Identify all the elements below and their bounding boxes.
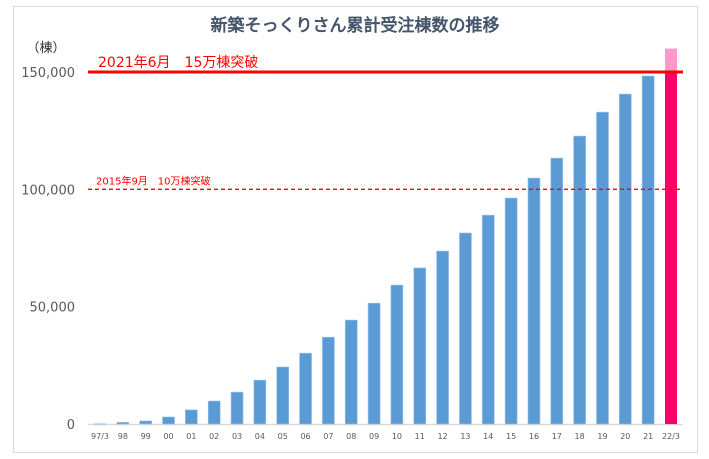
x-tick-label: 11 — [415, 432, 425, 441]
bar — [344, 319, 358, 425]
bar-highlight-excess — [665, 48, 677, 72]
x-tick-label: 03 — [232, 432, 242, 441]
bar — [322, 336, 335, 425]
bar — [390, 284, 404, 425]
x-tick-label: 05 — [278, 432, 288, 441]
bar — [230, 391, 244, 425]
x-tick-label: 99 — [141, 432, 151, 441]
x-tick-label: 18 — [575, 432, 585, 441]
x-tick-label: 98 — [118, 432, 128, 441]
x-tick-label: 17 — [552, 432, 562, 441]
x-tick-label: 04 — [255, 432, 265, 441]
milestone-label: 2021年6月 15万棟突破 — [98, 55, 258, 71]
bar — [527, 177, 541, 425]
x-tick-label: 16 — [529, 432, 539, 441]
x-tick-label: 19 — [597, 432, 607, 441]
bar — [641, 75, 655, 425]
x-tick-label: 12 — [438, 432, 448, 441]
bar — [619, 93, 632, 425]
bar — [276, 366, 290, 425]
y-tick-label: 50,000 — [30, 301, 76, 316]
bar — [116, 422, 130, 425]
bar — [93, 423, 107, 425]
x-tick-label: 97/3 — [91, 432, 109, 441]
x-tick-label: 15 — [506, 432, 516, 441]
x-tick-label: 13 — [460, 432, 470, 441]
x-tick-label: 07 — [323, 432, 333, 441]
x-tick-label: 09 — [369, 432, 379, 441]
bar — [573, 135, 586, 425]
x-tick-label: 20 — [620, 432, 630, 441]
bar — [550, 157, 564, 425]
bar — [299, 352, 312, 425]
x-tick-label: 22/3 — [662, 432, 680, 441]
bar — [481, 214, 495, 425]
x-tick-label: 01 — [186, 432, 196, 441]
bar — [413, 267, 427, 425]
x-tick-label: 06 — [300, 432, 310, 441]
milestone-label: 2015年9月 10万棟突破 — [96, 174, 211, 187]
bar — [162, 416, 175, 425]
y-tick-label: 100,000 — [21, 183, 75, 198]
x-tick-label: 10 — [392, 432, 402, 441]
x-tick-label: 00 — [163, 432, 173, 441]
bar-highlight — [665, 72, 677, 424]
y-tick-label: 0 — [67, 418, 75, 433]
bar — [459, 232, 472, 425]
bar — [596, 111, 609, 425]
x-tick-label: 08 — [346, 432, 356, 441]
bar — [504, 197, 518, 425]
bar — [185, 409, 198, 425]
x-tick-label: 14 — [483, 432, 493, 441]
x-tick-label: 21 — [643, 432, 653, 441]
y-tick-label: 150,000 — [21, 66, 75, 81]
bar — [367, 302, 381, 425]
y-axis-label: （棟） — [26, 41, 65, 56]
bar — [139, 420, 152, 425]
bar — [253, 379, 267, 425]
x-tick-label: 02 — [209, 432, 219, 441]
bar — [207, 400, 221, 425]
bar — [436, 250, 449, 425]
chart-title: 新築そっくりさん累計受注棟数の推移 — [211, 15, 500, 36]
